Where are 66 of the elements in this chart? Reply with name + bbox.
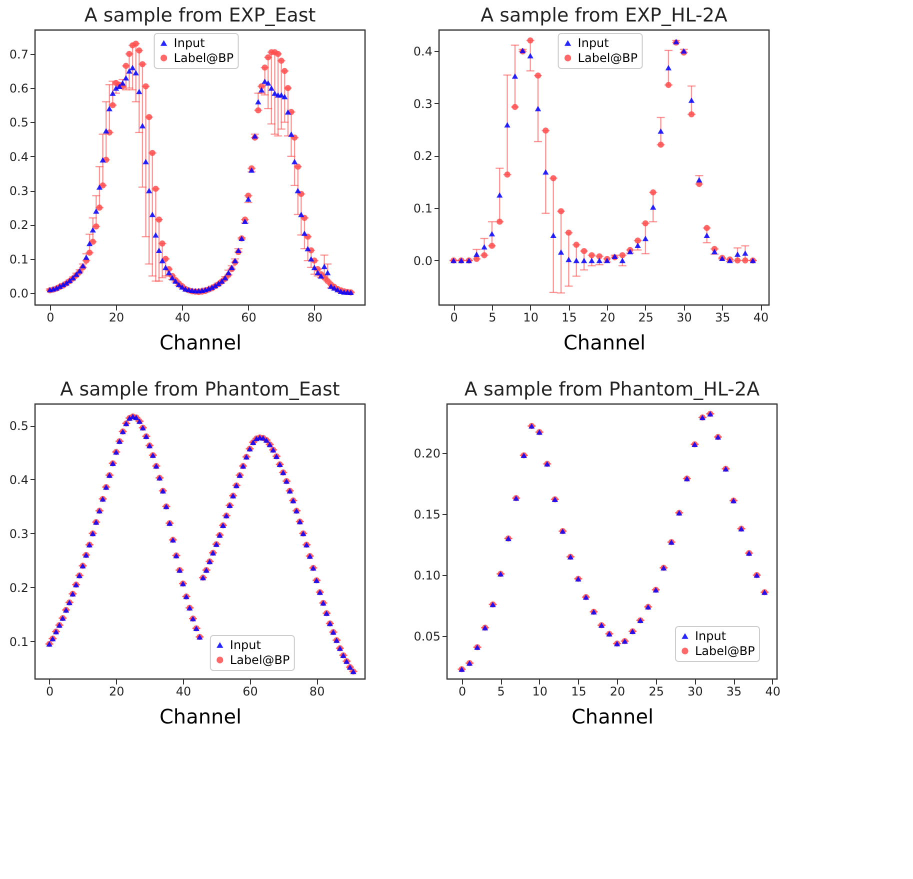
- y-tick-label: 0.2: [413, 149, 432, 164]
- chart-title: A sample from EXP_HL-2A: [480, 4, 728, 26]
- x-axis-title: Channel: [159, 704, 242, 728]
- x-tick-label: 80: [307, 310, 323, 324]
- x-tick-label: 60: [242, 684, 258, 698]
- legend-label: Input: [695, 629, 726, 643]
- x-tick-label: 30: [688, 684, 703, 698]
- x-tick-label: 40: [753, 310, 769, 324]
- y-tick-label: 0.3: [413, 96, 432, 111]
- x-tick-label: 0: [46, 684, 54, 698]
- legend-label: Label@BP: [230, 653, 290, 667]
- x-tick-label: 30: [676, 310, 692, 324]
- x-tick-label: 20: [610, 684, 626, 698]
- x-tick-label: 5: [497, 684, 505, 698]
- x-axis-title: Channel: [563, 330, 646, 354]
- legend-label: Input: [230, 638, 262, 652]
- y-tick-label: 0.7: [9, 47, 28, 62]
- x-tick-label: 80: [309, 684, 325, 698]
- y-tick-label: 0.6: [9, 82, 28, 96]
- y-tick-label: 0.05: [414, 630, 440, 644]
- legend-label: Label@BP: [578, 51, 638, 65]
- y-tick-label: 0.10: [414, 568, 440, 583]
- y-tick-label: 0.4: [9, 150, 28, 164]
- x-tick-label: 10: [532, 684, 548, 698]
- y-tick-label: 0.5: [9, 116, 28, 130]
- y-tick-label: 0.3: [9, 526, 28, 541]
- x-tick-label: 40: [176, 684, 192, 698]
- x-tick-label: 10: [523, 310, 538, 324]
- y-tick-label: 0.1: [9, 634, 28, 649]
- y-tick-label: 0.2: [9, 218, 28, 232]
- x-tick-label: 40: [765, 684, 780, 698]
- legend-label: Label@BP: [695, 644, 755, 658]
- y-tick-label: 0.0: [413, 254, 432, 268]
- x-tick-label: 0: [450, 310, 458, 324]
- x-tick-label: 35: [715, 310, 730, 324]
- x-tick-label: 25: [638, 310, 654, 324]
- x-axis-title: Channel: [571, 704, 654, 728]
- legend-label: Input: [578, 36, 610, 50]
- legend-label: Input: [174, 36, 206, 50]
- x-tick-label: 20: [600, 310, 616, 324]
- x-tick-label: 40: [175, 310, 190, 324]
- y-tick-label: 0.0: [9, 286, 28, 301]
- y-tick-label: 0.4: [9, 472, 28, 487]
- chart-title: A sample from Phantom_HL-2A: [464, 378, 760, 400]
- y-tick-label: 0.2: [9, 580, 28, 595]
- x-tick-label: 35: [726, 684, 742, 698]
- x-tick-label: 20: [108, 310, 124, 324]
- x-tick-label: 0: [458, 684, 466, 698]
- legend-label: Label@BP: [174, 51, 234, 65]
- x-axis-title: Channel: [159, 330, 242, 354]
- x-tick-label: 15: [562, 310, 577, 324]
- x-tick-label: 15: [571, 684, 586, 698]
- x-tick-label: 20: [109, 684, 124, 698]
- chart-title: A sample from Phantom_East: [60, 378, 340, 400]
- x-tick-label: 60: [241, 310, 256, 324]
- y-tick-label: 0.3: [9, 184, 28, 198]
- y-tick-label: 0.1: [9, 252, 28, 266]
- x-tick-label: 0: [46, 310, 54, 324]
- y-tick-label: 0.20: [414, 446, 440, 460]
- y-tick-label: 0.1: [413, 202, 432, 216]
- chart-title: A sample from EXP_East: [84, 4, 316, 26]
- y-tick-label: 0.15: [414, 508, 440, 522]
- x-tick-label: 25: [648, 684, 664, 698]
- x-tick-label: 5: [488, 310, 496, 324]
- y-tick-label: 0.5: [9, 419, 28, 434]
- y-tick-label: 0.4: [413, 44, 432, 58]
